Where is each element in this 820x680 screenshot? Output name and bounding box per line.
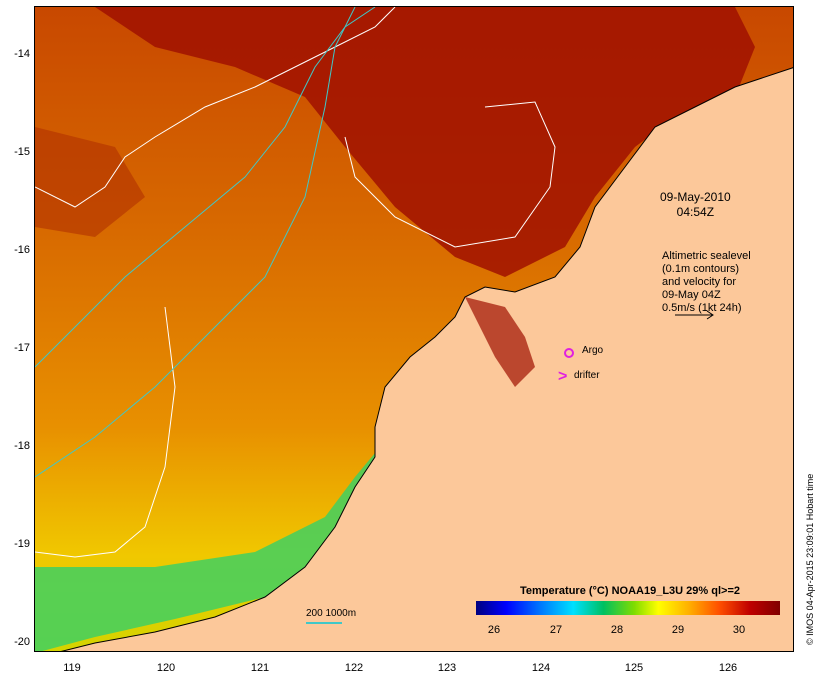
warm-water-patch (35, 127, 145, 237)
lat-tick: -18 (14, 440, 30, 452)
lon-tick: 119 (63, 662, 81, 674)
lon-tick: 125 (624, 662, 644, 674)
lon-tick: 122 (344, 662, 364, 674)
drifter-label: drifter (574, 370, 600, 381)
legend-line: and velocity for (662, 276, 736, 288)
sealevel-contour (344, 101, 556, 248)
colorbar-tick: 27 (549, 624, 563, 636)
bathymetry-contour-200m (35, 7, 356, 478)
legend-line: 09-May 04Z (662, 289, 721, 301)
lon-tick: 120 (156, 662, 176, 674)
lat-tick: -14 (14, 48, 30, 60)
land-mass (60, 67, 793, 651)
bathymetry-scale-label: 200 1000m (306, 608, 357, 619)
argo-label: Argo (582, 345, 604, 356)
bathymetry-contour-1000m (35, 7, 376, 368)
legend-line: Altimetric sealevel (662, 250, 751, 262)
altimetry-legend: Altimetric sealevel (0.1m contours) and … (662, 250, 751, 315)
colorbar-tick: 29 (671, 624, 685, 636)
cool-coastal-band (35, 447, 395, 651)
lat-tick: -19 (14, 538, 30, 550)
colorbar (476, 601, 780, 615)
sst-map (34, 6, 794, 652)
lon-tick: 126 (718, 662, 738, 674)
velocity-reference-arrow (675, 310, 714, 320)
drifter-icon: > (558, 368, 568, 385)
lon-tick: 123 (437, 662, 457, 674)
legend-line: 0.5m/s (1kt 24h) (662, 302, 742, 314)
king-sound (465, 297, 535, 387)
bathymetry-scale-line (306, 622, 342, 624)
lon-tick: 124 (531, 662, 551, 674)
argo-marker (564, 348, 574, 358)
warm-water-region (95, 7, 755, 277)
sealevel-contour (35, 7, 396, 208)
lat-tick: -20 (14, 636, 30, 648)
lat-tick: -16 (14, 244, 30, 256)
colorbar-title: Temperature (°C) NOAA19_L3U 29% ql>=2 (520, 585, 740, 597)
colorbar-tick: 30 (732, 624, 746, 636)
lon-tick: 121 (250, 662, 270, 674)
lat-tick: -17 (14, 342, 30, 354)
date-line: 09-May-2010 (660, 190, 731, 204)
credit-text: © IMOS 04-Apr-2015 23:09:01 Hobart time (805, 473, 815, 645)
sealevel-contour (35, 306, 176, 558)
time-line: 04:54Z (676, 205, 715, 219)
colorbar-tick: 26 (487, 624, 501, 636)
date-label: 09-May-2010 04:54Z (660, 190, 731, 220)
sst-map-canvas (35, 7, 793, 651)
lat-tick: -15 (14, 146, 30, 158)
colorbar-tick: 28 (610, 624, 624, 636)
legend-line: (0.1m contours) (662, 263, 740, 275)
